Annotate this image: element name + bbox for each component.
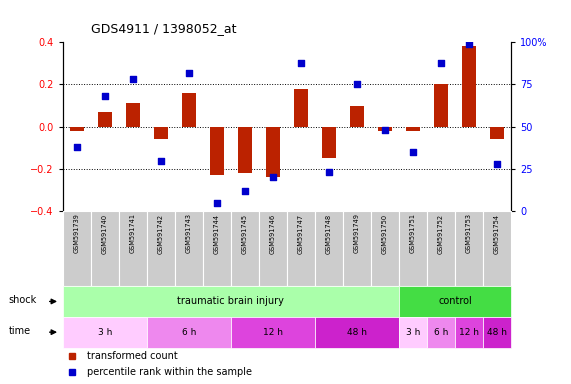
Text: GDS4911 / 1398052_at: GDS4911 / 1398052_at [91,22,237,35]
Bar [119,211,147,286]
Text: GSM591739: GSM591739 [74,214,80,253]
Text: GSM591753: GSM591753 [466,214,472,253]
Point [380,127,389,133]
Bar [147,211,175,286]
Bar [399,317,427,348]
Bar [350,106,364,127]
Text: GSM591754: GSM591754 [494,214,500,253]
Bar [343,211,371,286]
Bar [483,317,511,348]
Text: 3 h: 3 h [98,328,112,337]
Bar [98,112,112,127]
Text: 6 h: 6 h [182,328,196,337]
Text: GSM591749: GSM591749 [354,214,360,253]
Bar [259,211,287,286]
Bar [203,211,231,286]
Bar [378,127,392,131]
Text: GSM591742: GSM591742 [158,214,164,253]
Bar [399,211,427,286]
Bar [182,93,196,127]
Point [408,149,417,155]
Text: GSM591751: GSM591751 [410,214,416,253]
Bar [455,317,483,348]
Text: GSM591746: GSM591746 [270,214,276,253]
Bar [70,127,84,131]
Text: GSM591747: GSM591747 [298,214,304,253]
Point [436,60,445,66]
Bar [434,84,448,127]
Bar [427,317,455,348]
Bar [231,211,259,286]
Bar [63,286,399,317]
Text: GSM591740: GSM591740 [102,214,108,253]
Bar [315,317,399,348]
Point [73,144,82,150]
Bar [147,317,231,348]
Point [100,93,110,99]
Bar [455,211,483,286]
Point [128,76,138,83]
Text: time: time [9,326,31,336]
Bar [371,211,399,286]
Bar [231,317,315,348]
Bar [427,211,455,286]
Point [156,157,166,164]
Point [184,70,194,76]
Bar [462,46,476,127]
Text: 3 h: 3 h [406,328,420,337]
Bar [210,127,224,175]
Text: GSM591741: GSM591741 [130,214,136,253]
Text: 12 h: 12 h [459,328,479,337]
Bar [483,211,511,286]
Bar [490,127,504,139]
Point [268,174,278,180]
Text: transformed count: transformed count [87,351,178,361]
Text: 48 h: 48 h [347,328,367,337]
Text: GSM591752: GSM591752 [438,214,444,253]
Text: 6 h: 6 h [434,328,448,337]
Bar [175,211,203,286]
Text: shock: shock [9,295,37,305]
Text: GSM591744: GSM591744 [214,214,220,253]
Bar [399,286,511,317]
Bar [238,127,252,173]
Text: GSM591750: GSM591750 [382,214,388,253]
Bar [91,211,119,286]
Bar [63,211,91,286]
Bar [294,89,308,127]
Text: GSM591743: GSM591743 [186,214,192,253]
Point [324,169,333,175]
Text: 48 h: 48 h [487,328,507,337]
Point [352,81,361,88]
Point [212,200,222,206]
Point [464,41,473,47]
Text: GSM591745: GSM591745 [242,214,248,253]
Bar [126,104,140,127]
Point [240,188,250,194]
Text: traumatic brain injury: traumatic brain injury [178,296,284,306]
Bar [287,211,315,286]
Point [492,161,501,167]
Point [296,60,305,66]
Text: percentile rank within the sample: percentile rank within the sample [87,367,252,377]
Bar [315,211,343,286]
Bar [406,127,420,131]
Bar [322,127,336,159]
Bar [154,127,168,139]
Text: control: control [438,296,472,306]
Bar [63,317,147,348]
Text: GSM591748: GSM591748 [326,214,332,253]
Bar [266,127,280,177]
Text: 12 h: 12 h [263,328,283,337]
